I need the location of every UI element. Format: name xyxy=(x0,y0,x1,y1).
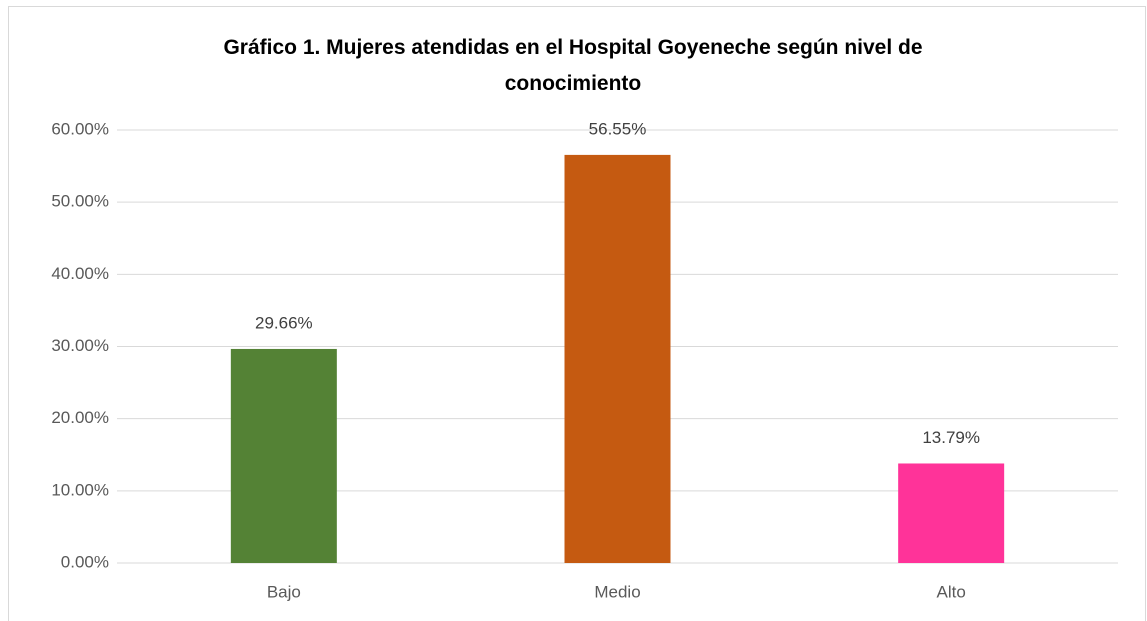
y-tick-label: 50.00% xyxy=(51,192,109,211)
y-tick-label: 0.00% xyxy=(61,552,109,571)
data-label: 56.55% xyxy=(589,119,647,138)
y-tick-label: 10.00% xyxy=(51,480,109,499)
chart-border xyxy=(8,6,1146,621)
x-tick-label: Bajo xyxy=(267,582,301,601)
data-label: 29.66% xyxy=(255,313,313,332)
data-label: 13.79% xyxy=(922,428,980,447)
chart-title: Gráfico 1. Mujeres atendidas en el Hospi… xyxy=(223,36,923,95)
y-tick-label: 20.00% xyxy=(51,408,109,427)
x-tick-label: Alto xyxy=(937,582,966,601)
x-tick-label: Medio xyxy=(594,582,640,601)
y-tick-label: 30.00% xyxy=(51,336,109,355)
y-tick-label: 40.00% xyxy=(51,264,109,283)
bar xyxy=(898,463,1005,563)
bar xyxy=(564,154,671,563)
bar xyxy=(230,348,337,563)
y-tick-label: 60.00% xyxy=(51,119,109,138)
